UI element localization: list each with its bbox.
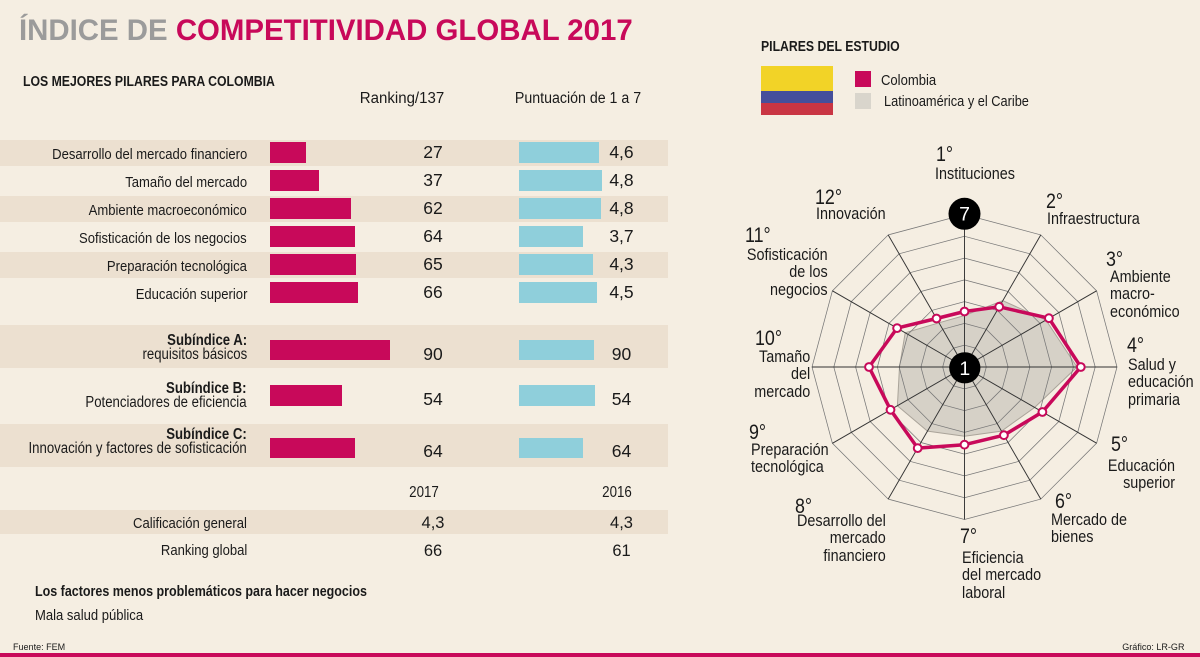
- svg-text:7: 7: [959, 204, 970, 226]
- svg-text:1: 1: [959, 358, 970, 380]
